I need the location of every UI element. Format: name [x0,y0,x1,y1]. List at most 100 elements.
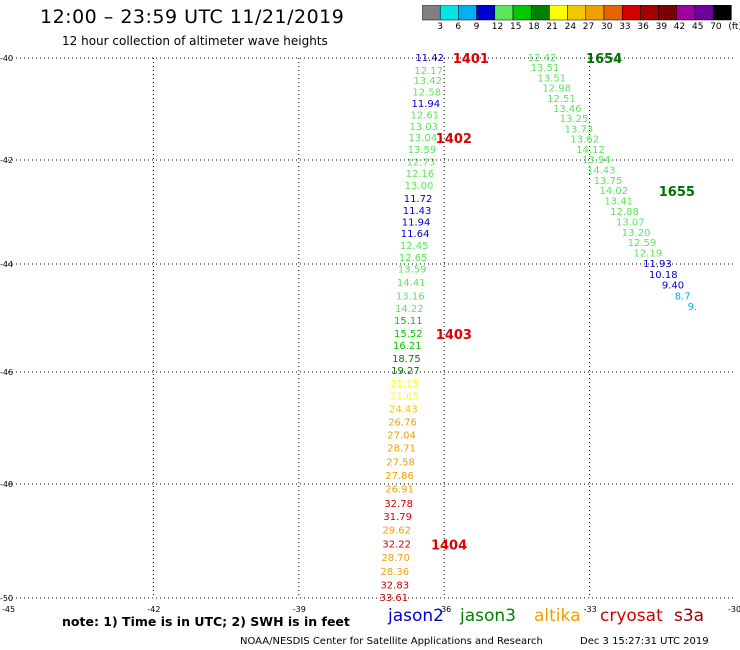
lat-tick-label: -44 [0,260,13,269]
wave-height-value: 12.59 [628,238,657,249]
wave-height-value: 27.58 [386,458,415,469]
lat-tick-label: -48 [0,480,13,489]
pass-time-label: 1404 [431,538,467,553]
color-scale-label: 70 [710,22,722,32]
wave-height-value: 9. [688,302,698,313]
color-scale-label: 36 [637,22,649,32]
wave-height-value: 11.42 [415,53,444,64]
wave-height-value: 11.93 [643,259,672,270]
lat-tick-label: -40 [0,54,13,63]
wave-height-value: 12.45 [400,241,429,252]
wave-height-value: 28.71 [387,444,416,455]
track-1401-1404: 11.4212.1713.4212.5811.9412.6113.0313.04… [379,52,488,604]
color-scale-label: 15 [510,22,522,32]
wave-height-value: 11.43 [403,206,432,217]
color-scale-label: 24 [564,22,577,32]
color-scale-label: (ft) [728,22,740,32]
wave-height-value: 9.40 [662,281,684,292]
wave-height-value: 13.20 [622,228,651,239]
footer-note: note: 1) Time is in UTC; 2) SWH is in fe… [62,614,350,629]
wave-height-value: 12.88 [610,207,639,218]
wave-height-value: 13.04 [409,133,438,144]
wave-height-value: 27.04 [387,430,416,441]
color-scale-label: 27 [582,22,595,32]
wave-height-value: 32.83 [380,580,409,591]
wave-height-value: 13.41 [604,197,633,208]
wave-height-value: 14.12 [576,145,605,156]
wave-height-value: 12.19 [633,249,662,260]
wave-height-value: 12.58 [412,88,441,99]
color-scale-label: 30 [601,22,613,32]
wave-height-value: 12.98 [542,84,571,95]
lon-tick-label: -33 [584,605,597,614]
wave-height-value: 21.15 [390,379,419,390]
wave-height-value: 26.91 [385,485,414,496]
wave-height-value: 19.27 [391,366,420,377]
wave-height-value: 11.94 [411,99,440,110]
wave-height-value: 27.86 [385,471,414,482]
legend-altika: altika [534,606,581,626]
wave-height-value: 28.70 [381,553,410,564]
wave-height-value: 11.64 [401,229,430,240]
wave-height-value: 14.41 [397,278,426,289]
wave-height-value: 13.75 [594,176,623,187]
wave-height-value: 12.61 [410,111,439,122]
pass-time-label: 1655 [659,185,695,200]
wave-height-value: 21.65 [390,392,419,403]
wave-height-value: 12.51 [547,94,576,105]
color-scale-label: 39 [655,22,668,32]
legend-jason3: jason3 [460,606,516,626]
color-scale-label: 45 [692,22,704,32]
wave-height-value: 12.65 [399,253,428,264]
wave-height-value: 13.51 [537,73,566,84]
wave-height-value: 12.42 [528,53,557,64]
wave-height-value: 11.94 [402,217,431,228]
wave-height-value: 31.79 [383,512,412,523]
color-scale-label: 21 [546,22,558,32]
wave-height-value: 15.52 [394,329,423,340]
wave-height-value: 28.36 [380,567,409,578]
credit-line: NOAA/NESDIS Center for Satellite Applica… [240,636,543,647]
pass-time-label: 1654 [586,52,622,67]
wave-height-value: 33.61 [379,593,408,604]
wave-height-value: 13.59 [398,264,427,275]
color-scale-label: 12 [491,22,504,32]
wave-height-value: 13.42 [413,76,442,87]
legend-s3a: s3a [674,606,705,626]
lon-tick-label: -42 [147,605,160,614]
color-scale-label: 6 [455,22,462,32]
wave-height-value: 15.11 [394,316,423,327]
color-scale-label: 18 [528,22,540,32]
color-scale-label: 42 [673,22,686,32]
wave-height-value: 14.43 [587,165,616,176]
wave-height-value: 24.43 [389,405,418,416]
wave-height-value: 13.62 [570,135,599,146]
lon-tick-label: -30 [728,605,740,614]
wave-height-value: 13.94 [582,155,611,166]
wave-height-value: 12.17 [414,66,443,77]
generation-timestamp: Dec 3 15:27:31 UTC 2019 [580,636,709,647]
wave-height-value: 18.75 [392,354,421,365]
wave-height-value: 13.59 [408,145,437,156]
wave-height-value: 13.03 [410,122,439,133]
color-scale-label: 3 [437,22,443,32]
wave-height-value: 13.46 [553,104,582,115]
wave-height-value: 14.22 [395,304,424,315]
wave-height-value: 32.22 [382,539,411,550]
wave-height-value: 16.21 [393,341,422,352]
wave-height-value: 13.25 [560,114,589,125]
lon-tick-label: -36 [438,605,451,614]
track-1654-1655: 12.4213.5113.5112.9812.5113.4613.2513.73… [528,52,697,313]
lon-tick-label: -45 [2,605,15,614]
wave-height-value: 13.16 [396,291,425,302]
wave-height-value: 13.07 [616,217,645,228]
wave-height-value: 13.00 [405,181,434,192]
lat-tick-label: -50 [0,594,13,603]
lat-tick-label: -42 [0,156,13,165]
wave-height-value: 10.18 [649,270,678,281]
color-swatch-16 [712,5,732,21]
wave-height-value: 12.16 [406,169,435,180]
color-scale-bar [422,5,732,21]
wave-height-value: 12.73 [407,158,436,169]
wave-height-value: 32.78 [384,499,413,510]
